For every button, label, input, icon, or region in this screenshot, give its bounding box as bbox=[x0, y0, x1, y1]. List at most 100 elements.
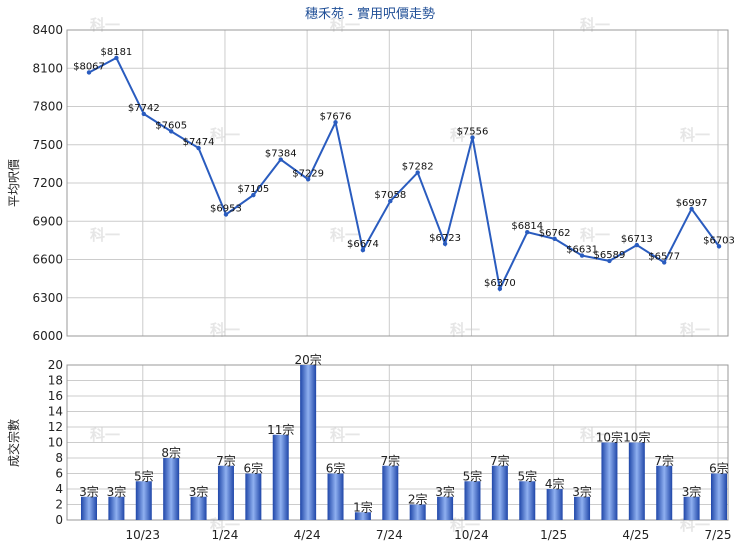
volume-bar bbox=[683, 496, 700, 520]
price-tick-label: 6300 bbox=[32, 291, 63, 305]
volume-data-label: 3宗 bbox=[79, 484, 99, 499]
price-point bbox=[662, 260, 667, 265]
volume-bar bbox=[108, 496, 125, 520]
volume-data-label: 1宗 bbox=[353, 499, 373, 514]
price-point bbox=[278, 157, 283, 162]
volume-tick-label: 10 bbox=[48, 436, 63, 450]
price-point bbox=[607, 258, 612, 264]
price-data-label: $6577 bbox=[648, 251, 680, 262]
volume-data-label: 5宗 bbox=[463, 468, 483, 483]
price-point bbox=[388, 198, 393, 204]
watermark-text: 科一 bbox=[330, 226, 360, 244]
x-tick-label: 4/25 bbox=[622, 528, 649, 542]
price-data-label: $6703 bbox=[703, 235, 735, 246]
volume-bar bbox=[217, 465, 234, 520]
volume-bar bbox=[272, 434, 289, 520]
volume-bar bbox=[300, 365, 317, 520]
volume-data-label: 7宗 bbox=[216, 453, 236, 468]
volume-tick-label: 0 bbox=[55, 513, 63, 527]
volume-bar bbox=[546, 489, 563, 520]
x-tick-label: 1/24 bbox=[211, 528, 238, 542]
price-tick-label: 8400 bbox=[32, 23, 63, 37]
price-tick-label: 8100 bbox=[32, 61, 63, 75]
price-point bbox=[251, 192, 256, 198]
price-tick-label: 6600 bbox=[32, 253, 63, 267]
price-point bbox=[360, 247, 366, 253]
watermark-text: 科一 bbox=[580, 16, 610, 34]
volume-data-label: 10宗 bbox=[623, 430, 650, 445]
price-point bbox=[525, 230, 530, 235]
price-data-label: $8181 bbox=[100, 47, 132, 58]
price-point bbox=[415, 170, 420, 175]
price-data-label: $6370 bbox=[484, 278, 516, 289]
volume-bar bbox=[464, 481, 481, 520]
volume-data-label: 8宗 bbox=[161, 445, 181, 460]
x-tick-label: 10/23 bbox=[125, 528, 160, 542]
price-point bbox=[716, 244, 722, 249]
volume-bar bbox=[135, 481, 152, 520]
price-data-label: $6674 bbox=[347, 239, 379, 250]
volume-bar bbox=[190, 496, 207, 520]
price-point bbox=[470, 135, 475, 140]
price-data-label: $6589 bbox=[594, 250, 626, 261]
x-tick-label: 7/25 bbox=[705, 528, 732, 542]
price-data-label: $6997 bbox=[676, 198, 708, 209]
volume-bar bbox=[574, 496, 591, 520]
price-tick-label: 7500 bbox=[32, 138, 63, 152]
watermark-text: 科一 bbox=[330, 426, 360, 444]
price-data-label: $8067 bbox=[73, 61, 105, 72]
price-point bbox=[333, 120, 338, 125]
price-point bbox=[223, 212, 229, 217]
price-point bbox=[552, 236, 557, 242]
volume-data-label: 6宗 bbox=[709, 461, 729, 476]
volume-data-label: 3宗 bbox=[107, 484, 127, 499]
volume-data-label: 2宗 bbox=[408, 492, 428, 507]
price-point bbox=[689, 206, 694, 212]
price-data-label: $7229 bbox=[292, 168, 324, 179]
volume-bar bbox=[327, 473, 344, 520]
volume-data-label: 20宗 bbox=[294, 352, 321, 367]
volume-tick-label: 20 bbox=[48, 358, 63, 372]
price-point bbox=[168, 129, 174, 134]
price-data-label: $7556 bbox=[457, 127, 489, 138]
volume-data-label: 4宗 bbox=[545, 476, 565, 491]
price-data-label: $7282 bbox=[402, 162, 434, 173]
volume-tick-label: 6 bbox=[55, 467, 63, 481]
price-data-label: $7474 bbox=[183, 137, 215, 148]
price-data-label: $6953 bbox=[210, 203, 242, 214]
volume-tick-label: 16 bbox=[48, 389, 63, 403]
volume-tick-label: 8 bbox=[55, 451, 63, 465]
price-point bbox=[634, 242, 640, 248]
price-plot-frame bbox=[66, 29, 729, 337]
watermark-text: 科一 bbox=[90, 426, 120, 444]
watermark-text: 科一 bbox=[680, 321, 710, 339]
volume-data-label: 6宗 bbox=[326, 461, 346, 476]
volume-bar bbox=[245, 473, 262, 520]
volume-data-label: 6宗 bbox=[244, 461, 264, 476]
watermark-text: 科一 bbox=[680, 126, 710, 144]
volume-bar bbox=[354, 512, 371, 520]
price-data-label: $7742 bbox=[128, 103, 160, 114]
volume-data-label: 3宗 bbox=[435, 484, 455, 499]
price-panel: 6000 6300 6600 6900 7200 7500 7800 8100 8400 $806… bbox=[32, 23, 734, 343]
price-data-label: $7676 bbox=[320, 111, 352, 122]
volume-tick-label: 2 bbox=[55, 498, 63, 512]
volume-bar bbox=[656, 465, 673, 520]
price-point bbox=[442, 241, 448, 247]
watermark-text: 科一 bbox=[580, 426, 610, 444]
volume-data-label: 5宗 bbox=[517, 468, 537, 483]
price-point bbox=[114, 55, 119, 61]
volume-tick-label: 12 bbox=[48, 420, 63, 434]
volume-bar bbox=[382, 465, 399, 520]
price-data-label: $6814 bbox=[511, 221, 543, 232]
price-data-label: $6713 bbox=[621, 234, 653, 245]
price-tick-label: 6000 bbox=[32, 329, 63, 343]
volume-data-label: 10宗 bbox=[596, 430, 623, 445]
volume-data-label: 7宗 bbox=[654, 453, 674, 468]
volume-data-label: 3宗 bbox=[572, 484, 592, 499]
volume-tick-label: 18 bbox=[48, 374, 63, 388]
price-point bbox=[141, 111, 146, 117]
